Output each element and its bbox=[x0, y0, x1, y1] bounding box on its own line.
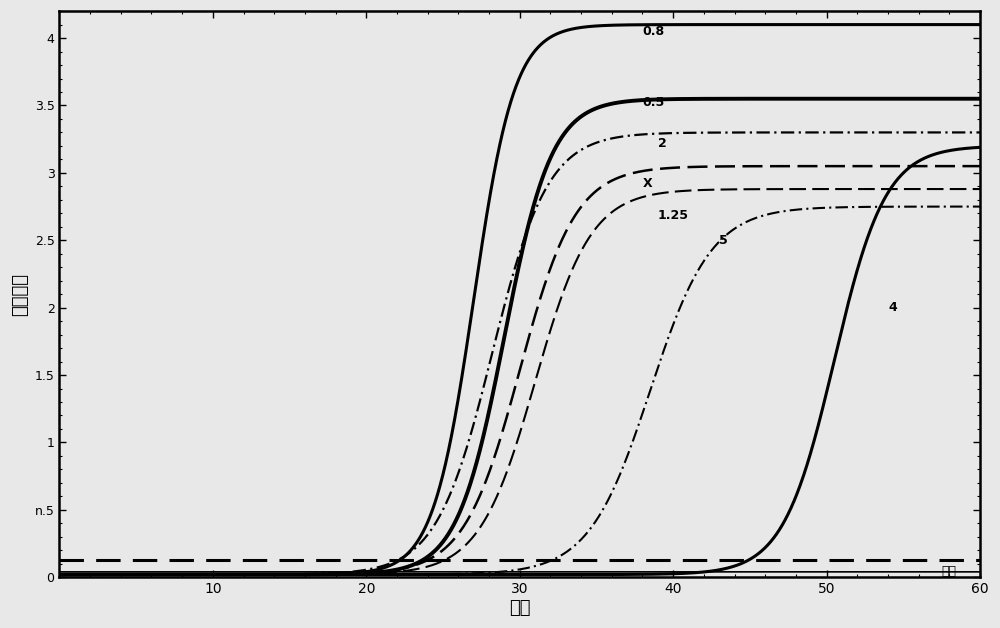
Text: 2: 2 bbox=[658, 137, 667, 149]
Text: 1.25: 1.25 bbox=[658, 210, 689, 222]
Text: 5: 5 bbox=[719, 234, 728, 247]
Y-axis label: 荧光强度: 荧光强度 bbox=[11, 273, 29, 316]
Text: X: X bbox=[642, 177, 652, 190]
Text: 0.5: 0.5 bbox=[642, 96, 665, 109]
Text: 4: 4 bbox=[888, 301, 897, 314]
Text: 0.8: 0.8 bbox=[642, 25, 665, 38]
Text: 阴性: 阴性 bbox=[942, 565, 957, 578]
X-axis label: 循环: 循环 bbox=[509, 599, 530, 617]
